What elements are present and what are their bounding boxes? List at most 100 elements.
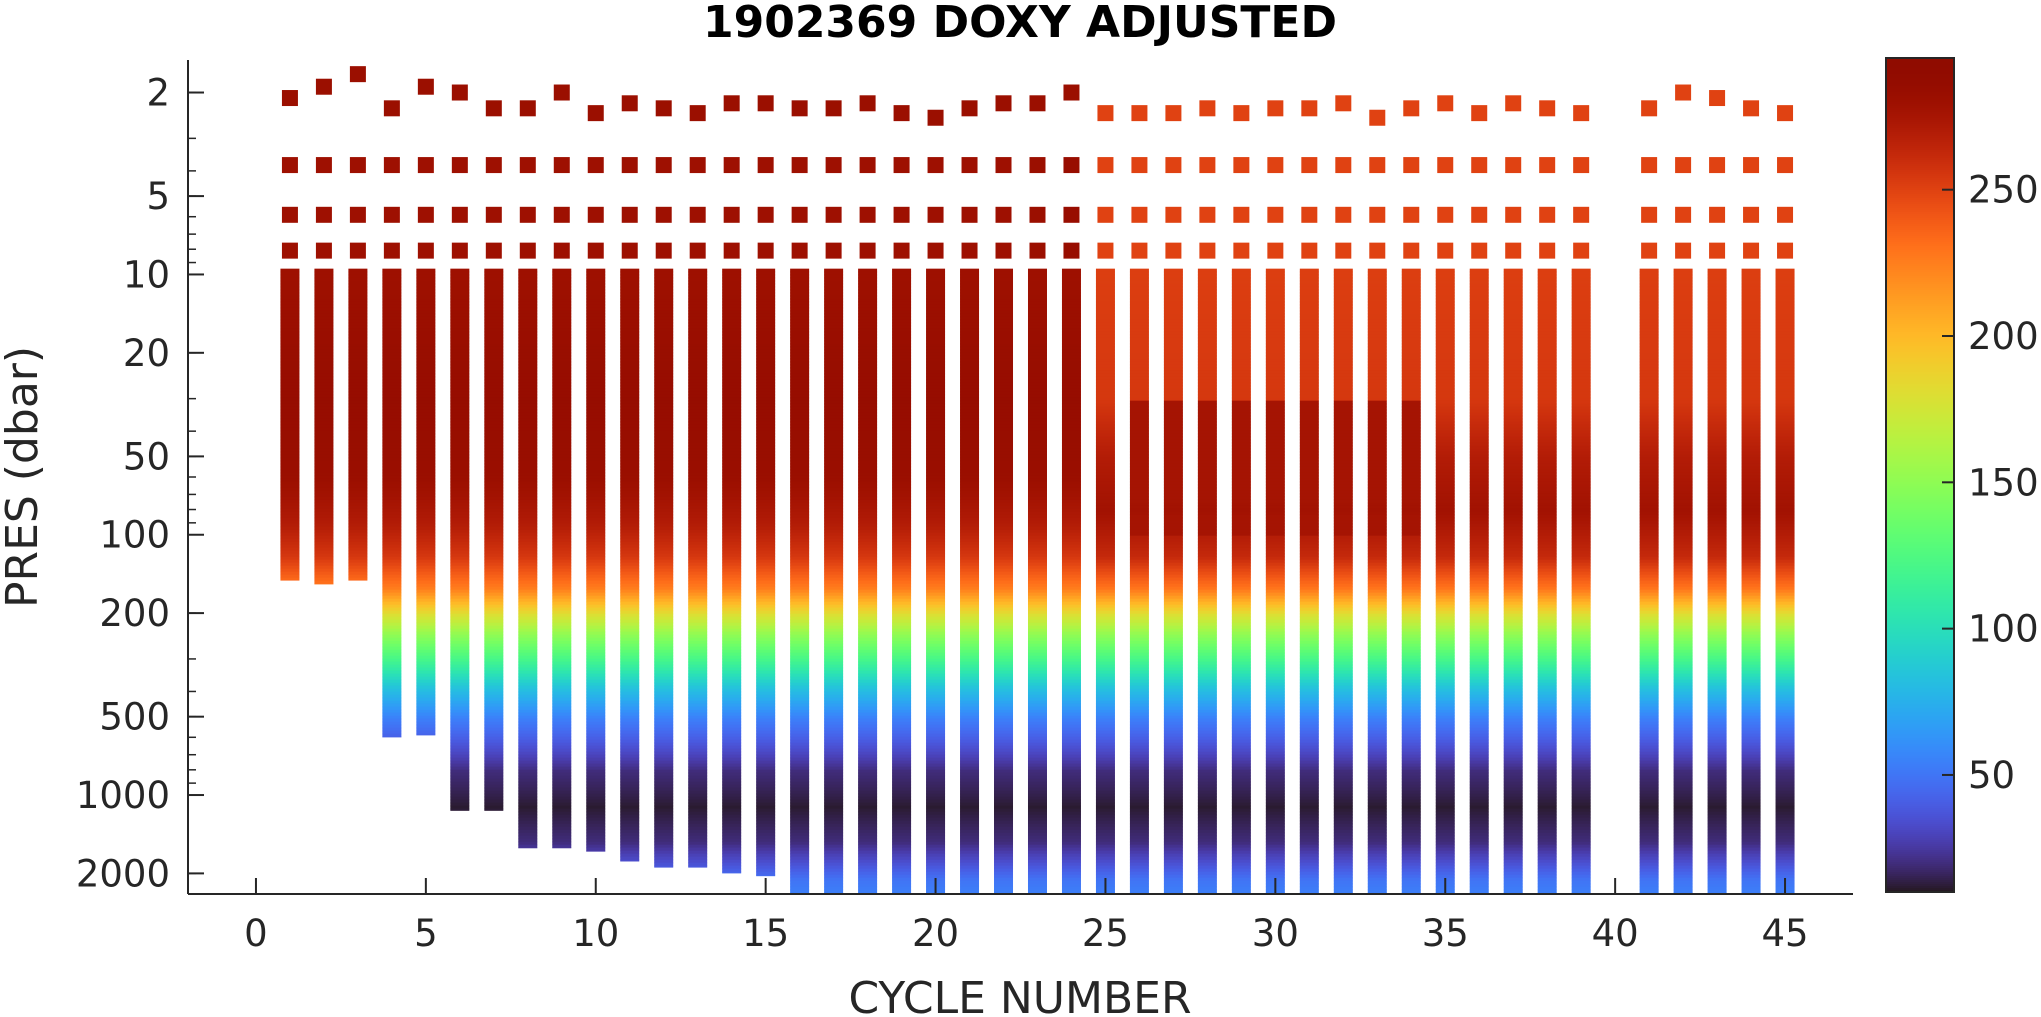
profile-sample bbox=[552, 760, 572, 765]
profile-sample bbox=[1095, 424, 1115, 429]
profile-sample bbox=[552, 523, 572, 528]
profile-sample bbox=[790, 280, 810, 285]
profile-sample bbox=[790, 667, 810, 672]
profile-sample bbox=[790, 478, 810, 483]
profile-sample bbox=[416, 283, 436, 288]
profile-sample bbox=[518, 640, 538, 645]
profile-sample bbox=[824, 682, 844, 687]
profile-sample bbox=[858, 817, 878, 822]
profile-sample bbox=[722, 652, 742, 657]
profile-sample bbox=[858, 268, 878, 273]
profile-sample bbox=[1061, 793, 1081, 798]
profile-sample bbox=[586, 634, 606, 639]
profile-sample bbox=[484, 436, 504, 441]
profile-sample bbox=[824, 511, 844, 516]
profile-sample bbox=[654, 304, 674, 309]
profile-sample bbox=[552, 376, 572, 381]
profile-sample bbox=[756, 313, 776, 318]
profile-sample bbox=[722, 427, 742, 432]
profile-sample bbox=[280, 310, 300, 315]
profile-sample bbox=[654, 688, 674, 693]
profile-sample bbox=[892, 598, 912, 603]
profile-sample bbox=[960, 808, 980, 813]
profile-sample bbox=[926, 748, 946, 753]
profile-sample bbox=[790, 772, 810, 777]
profile-sample bbox=[280, 433, 300, 438]
profile-sample bbox=[552, 364, 572, 369]
profile-sample bbox=[552, 832, 572, 837]
profile-sample bbox=[892, 370, 912, 375]
profile-sample bbox=[756, 520, 776, 525]
profile-sample bbox=[1061, 814, 1081, 819]
profile-sample bbox=[892, 277, 912, 282]
profile-sample bbox=[892, 556, 912, 561]
profile-sample bbox=[620, 700, 640, 705]
profile-sample bbox=[960, 295, 980, 300]
profile-sample bbox=[1061, 412, 1081, 417]
profile-sample bbox=[654, 859, 674, 864]
profile-sample bbox=[1061, 304, 1081, 309]
profile-sample bbox=[416, 334, 436, 339]
profile-sample bbox=[586, 322, 606, 327]
profile-sample bbox=[994, 433, 1014, 438]
profile-sample bbox=[314, 352, 334, 357]
profile-sample bbox=[722, 823, 742, 828]
profile-sample bbox=[1129, 313, 1149, 318]
profile-sample bbox=[280, 430, 300, 435]
profile-sample bbox=[960, 490, 980, 495]
profile-sample bbox=[824, 370, 844, 375]
profile-sample bbox=[620, 463, 640, 468]
profile-sample bbox=[688, 502, 708, 507]
profile-sample bbox=[756, 268, 776, 273]
profile-sample bbox=[722, 706, 742, 711]
profile-sample bbox=[1095, 490, 1115, 495]
profile-sample bbox=[892, 694, 912, 699]
profile-sample bbox=[790, 340, 810, 345]
profile-sample bbox=[824, 454, 844, 459]
profile-sample bbox=[1095, 568, 1115, 573]
profile-sample bbox=[1061, 520, 1081, 525]
profile-sample bbox=[348, 559, 368, 564]
profile-sample bbox=[790, 832, 810, 837]
profile-sample bbox=[994, 616, 1014, 621]
profile-sample bbox=[756, 601, 776, 606]
profile-sample bbox=[1027, 484, 1047, 489]
profile-sample bbox=[790, 616, 810, 621]
profile-sample bbox=[450, 712, 470, 717]
profile-sample bbox=[960, 310, 980, 315]
profile-sample bbox=[518, 664, 538, 669]
profile-sample bbox=[416, 304, 436, 309]
profile-sample bbox=[994, 412, 1014, 417]
profile-sample bbox=[1129, 295, 1149, 300]
profile-sample bbox=[382, 577, 402, 582]
profile-column-20 bbox=[926, 109, 946, 894]
profile-sample bbox=[994, 442, 1014, 447]
profile-sample bbox=[620, 859, 640, 862]
profile-sample bbox=[1129, 418, 1149, 423]
profile-sample bbox=[892, 355, 912, 360]
profile-sample bbox=[994, 718, 1014, 723]
profile-sample bbox=[1129, 367, 1149, 372]
profile-sample bbox=[450, 718, 470, 723]
profile-sample bbox=[960, 406, 980, 411]
profile-sample bbox=[960, 361, 980, 366]
surface-point bbox=[655, 206, 672, 223]
profile-sample bbox=[892, 526, 912, 531]
profile-sample bbox=[1061, 679, 1081, 684]
profile-sample bbox=[484, 382, 504, 387]
profile-sample bbox=[552, 751, 572, 756]
profile-sample bbox=[688, 535, 708, 540]
surface-point bbox=[587, 242, 604, 259]
profile-sample bbox=[722, 607, 742, 612]
profile-sample bbox=[552, 319, 572, 324]
profile-sample bbox=[654, 352, 674, 357]
profile-sample bbox=[1027, 550, 1047, 555]
profile-sample bbox=[348, 523, 368, 528]
profile-sample bbox=[1129, 865, 1149, 870]
profile-sample bbox=[960, 631, 980, 636]
profile-sample bbox=[450, 547, 470, 552]
profile-sample bbox=[552, 730, 572, 735]
profile-sample bbox=[790, 271, 810, 276]
profile-sample bbox=[1095, 307, 1115, 312]
profile-sample bbox=[722, 841, 742, 846]
